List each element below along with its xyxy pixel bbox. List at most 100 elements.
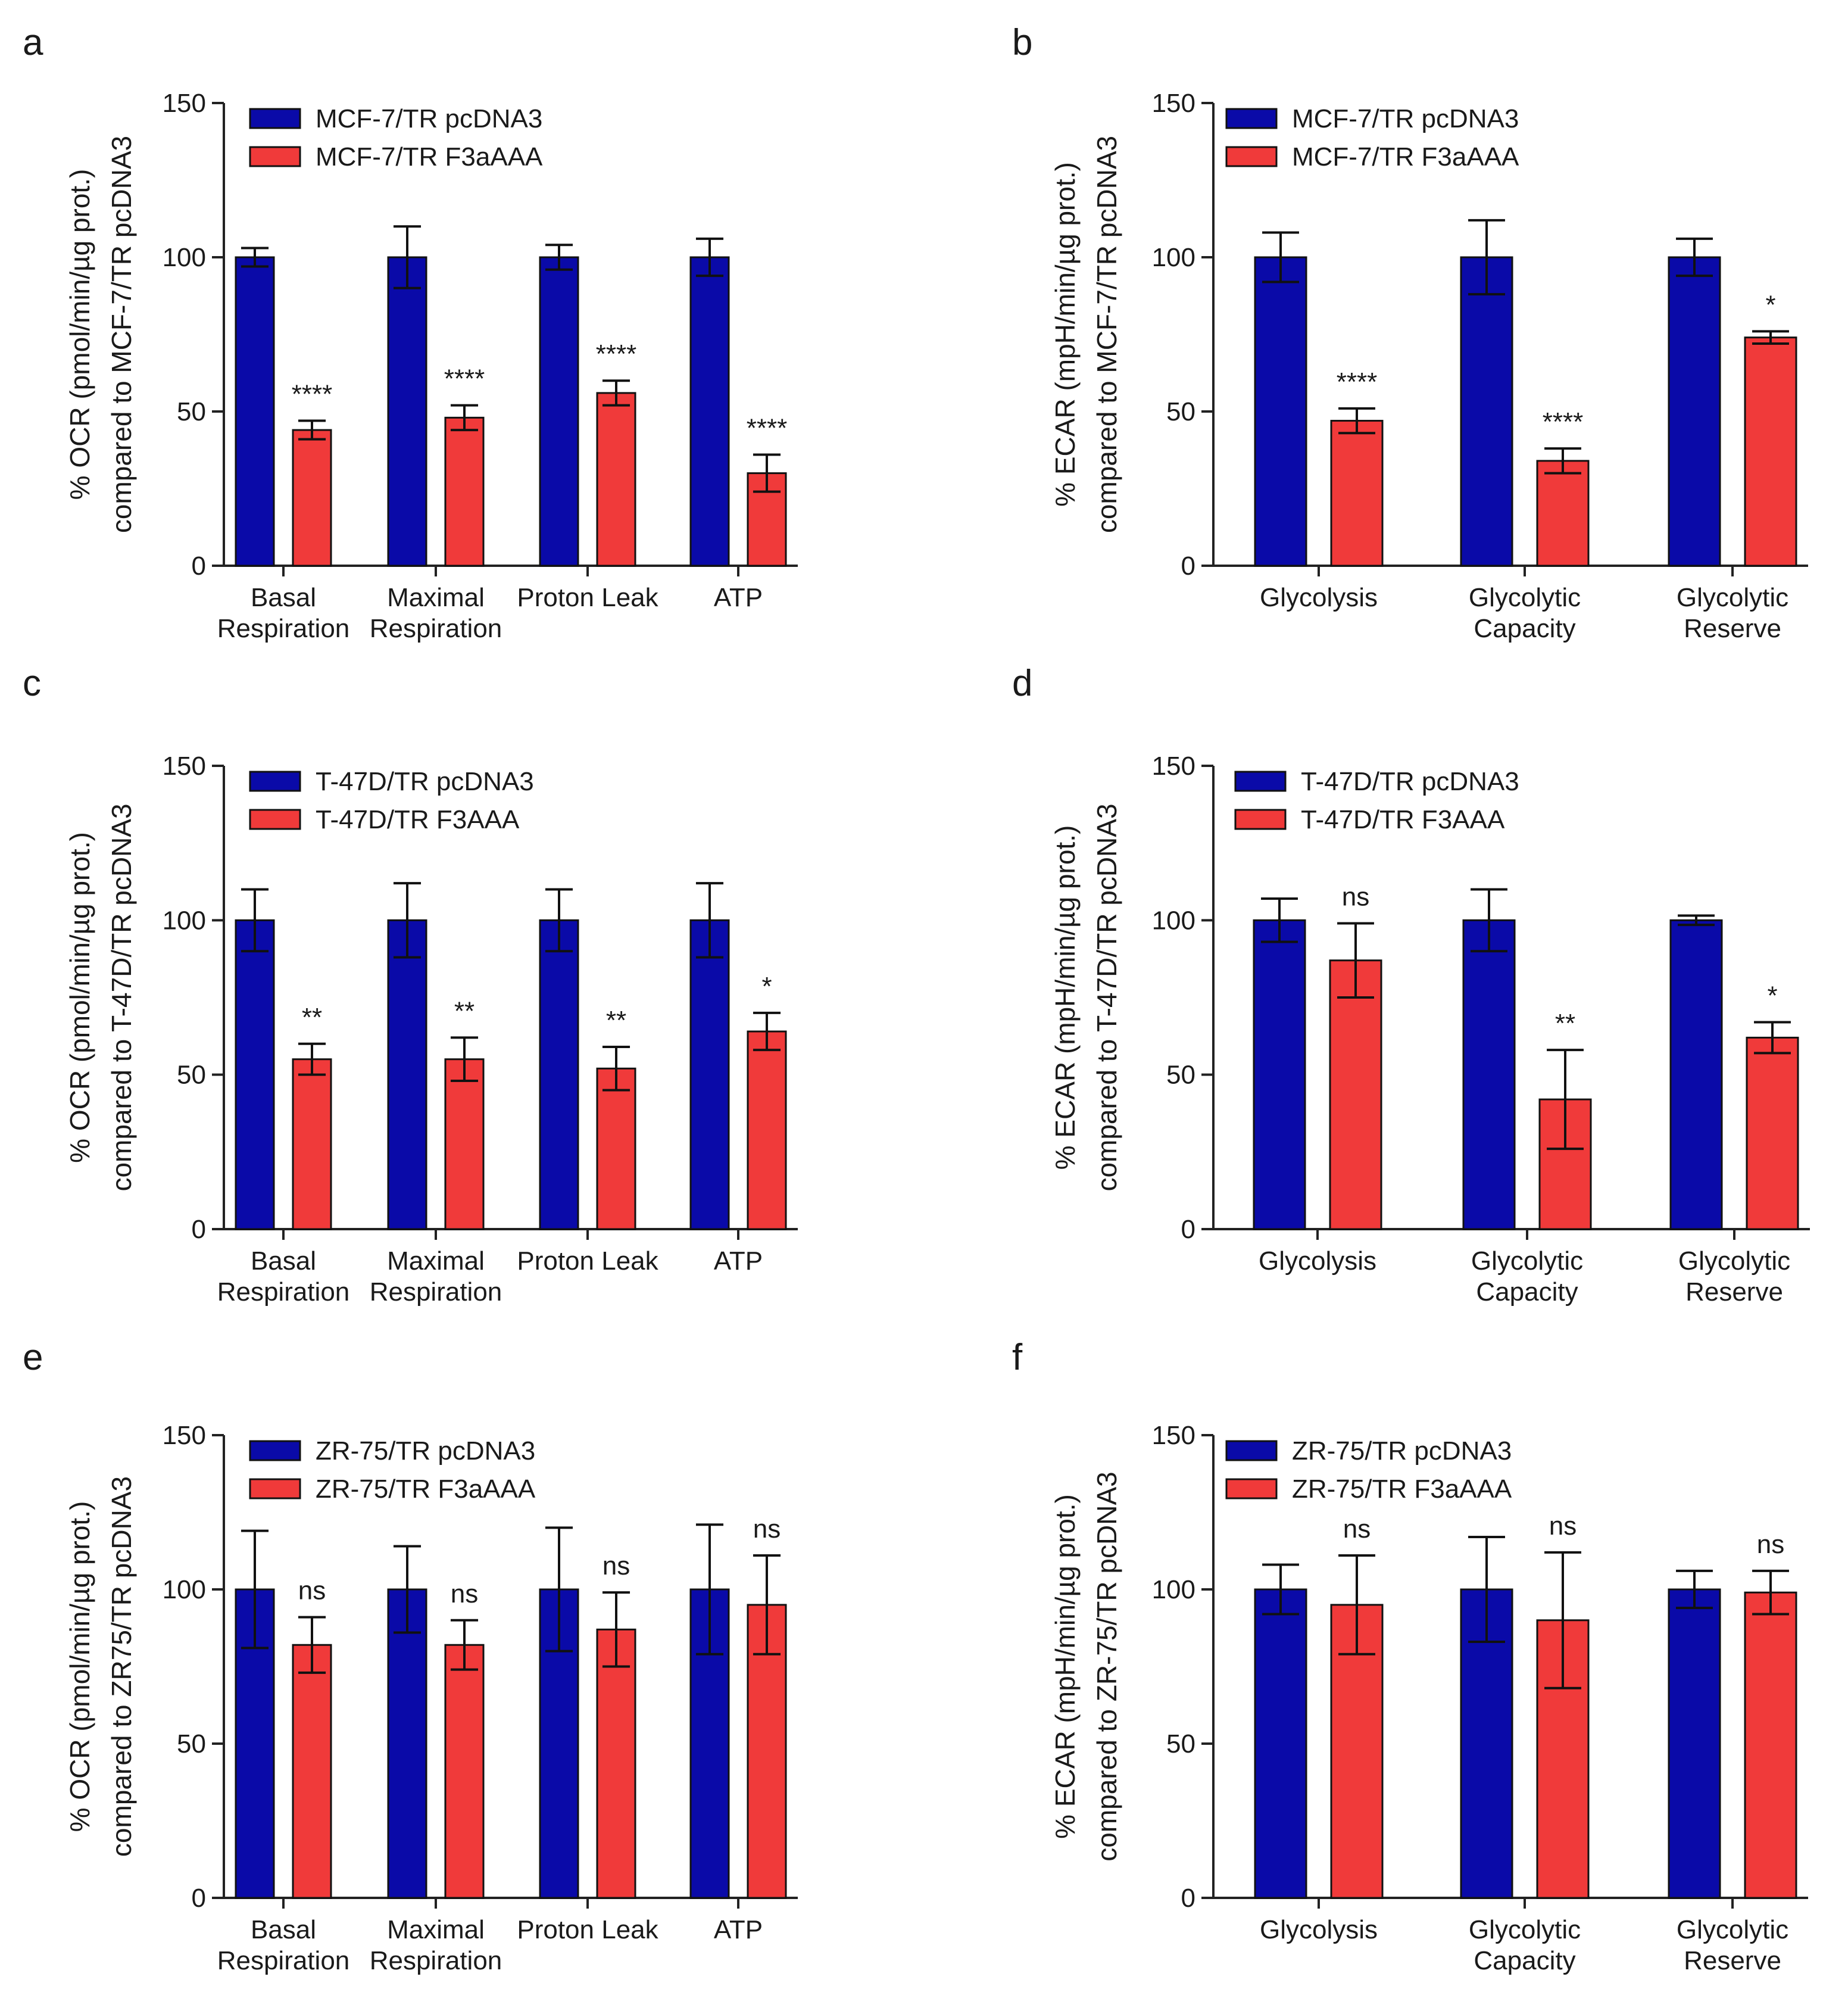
category-label: Maximal xyxy=(387,1915,485,1944)
legend-swatch-blue xyxy=(249,771,301,792)
bar-blue xyxy=(539,256,579,567)
category-label: Proton Leak xyxy=(517,583,658,612)
significance-label: ns xyxy=(451,1579,478,1608)
y-tick-label: 100 xyxy=(1152,906,1195,935)
significance-label: ** xyxy=(454,996,475,1025)
y-axis-title: % OCR (pmol/min/µg prot.) xyxy=(64,832,95,1163)
significance-label: ** xyxy=(302,1003,322,1032)
y-axis-title: compared to ZR75/TR pcDNA3 xyxy=(106,1476,137,1857)
y-tick-label: 150 xyxy=(163,752,206,781)
legend-swatch-red xyxy=(1234,809,1287,830)
category-label: Basal xyxy=(251,583,316,612)
legend-swatch-blue xyxy=(1234,771,1287,792)
significance-label: ** xyxy=(606,1006,626,1035)
bar-blue xyxy=(1254,256,1307,567)
significance-label: **** xyxy=(292,380,333,409)
category-label: Glycolytic xyxy=(1677,1915,1788,1944)
bar-red xyxy=(292,1058,332,1230)
category-label: Reserve xyxy=(1684,614,1781,643)
category-label: Respiration xyxy=(370,614,502,643)
chart-panel-f: f % ECAR (mpH/min/µg prot.) compared to ZR… xyxy=(1012,1337,1808,1975)
panel-letter: c xyxy=(23,663,41,704)
y-tick-label: 0 xyxy=(1181,1884,1195,1913)
y-axis-title: compared to ZR-75/TR pcDNA3 xyxy=(1091,1471,1122,1861)
y-tick-label: 150 xyxy=(163,1421,206,1450)
legend-label: T-47D/TR F3AAA xyxy=(1301,805,1505,834)
legend-label: ZR-75/TR F3aAAA xyxy=(316,1474,536,1504)
legend-swatch-red xyxy=(249,146,301,167)
bar-red xyxy=(596,1067,636,1230)
y-axis-title: % ECAR (mpH/min/µg prot.) xyxy=(1050,1494,1081,1839)
category-label: ATP xyxy=(714,1915,763,1944)
y-tick-label: 50 xyxy=(1166,1061,1195,1090)
panel-letter: a xyxy=(23,22,43,63)
significance-label: * xyxy=(1767,981,1777,1010)
y-axis-title: % ECAR (mpH/min/µg prot.) xyxy=(1050,825,1081,1170)
bar-blue xyxy=(1254,1588,1307,1899)
category-label: Basal xyxy=(251,1246,316,1276)
legend-label: MCF-7/TR F3aAAA xyxy=(316,142,543,172)
y-tick-label: 50 xyxy=(1166,397,1195,426)
y-tick-label: 100 xyxy=(163,906,206,935)
category-label: Glycolysis xyxy=(1259,1246,1376,1276)
y-tick-label: 150 xyxy=(1152,752,1195,781)
y-tick-label: 0 xyxy=(1181,551,1195,581)
legend-label: T-47D/TR pcDNA3 xyxy=(1301,767,1519,796)
category-label: Glycolysis xyxy=(1260,1915,1378,1944)
significance-label: **** xyxy=(444,364,485,394)
chart-panel-b: b % ECAR (mpH/min/µg prot.) compared to MC… xyxy=(1012,22,1808,643)
legend-label: MCF-7/TR pcDNA3 xyxy=(316,104,542,133)
y-tick-label: 0 xyxy=(192,1884,206,1913)
bar-red xyxy=(1329,959,1382,1230)
bar-blue xyxy=(689,256,730,567)
category-label: Proton Leak xyxy=(517,1915,658,1944)
bar-blue xyxy=(387,256,427,567)
category-label: Respiration xyxy=(217,1946,350,1975)
bar-red xyxy=(1744,336,1797,567)
significance-label: ** xyxy=(1555,1009,1575,1038)
bar-blue xyxy=(235,256,275,567)
y-axis-title: compared to MCF-7/TR pcDNA3 xyxy=(106,136,137,533)
category-label: Reserve xyxy=(1684,1946,1781,1975)
significance-label: **** xyxy=(1543,407,1584,437)
y-axis-title: % OCR (pmol/min/µg prot.) xyxy=(64,1501,95,1832)
category-label: Respiration xyxy=(217,1277,350,1307)
bar-blue xyxy=(1668,256,1721,567)
significance-label: ns xyxy=(603,1551,630,1580)
category-label: Respiration xyxy=(370,1946,502,1975)
y-tick-label: 100 xyxy=(1152,1575,1195,1604)
bar-red xyxy=(1746,1036,1799,1230)
category-label: Glycolytic xyxy=(1471,1246,1583,1276)
bar-blue xyxy=(1462,919,1516,1230)
category-label: Reserve xyxy=(1685,1277,1783,1307)
category-label: Basal xyxy=(251,1915,316,1944)
y-axis-title: % ECAR (mpH/min/µg prot.) xyxy=(1050,162,1081,507)
bar-red xyxy=(292,429,332,567)
bar-blue xyxy=(1669,919,1723,1230)
significance-label: ns xyxy=(753,1514,781,1544)
legend-swatch-blue xyxy=(1225,108,1278,129)
category-label: Glycolytic xyxy=(1678,1246,1790,1276)
legend-label: ZR-75/TR F3aAAA xyxy=(1292,1474,1512,1504)
y-tick-label: 50 xyxy=(177,397,206,426)
panel-letter: f xyxy=(1012,1337,1023,1378)
legend-label: T-47D/TR pcDNA3 xyxy=(316,767,534,796)
category-label: Capacity xyxy=(1476,1277,1578,1307)
category-label: Proton Leak xyxy=(517,1246,658,1276)
category-label: ATP xyxy=(714,583,763,612)
panel-letter: b xyxy=(1012,22,1032,63)
bar-blue xyxy=(539,919,579,1230)
legend-swatch-red xyxy=(249,809,301,830)
y-axis-title: compared to MCF-7/TR pcDNA3 xyxy=(1091,136,1122,533)
bar-red xyxy=(292,1644,332,1899)
bar-red xyxy=(1330,420,1384,567)
y-tick-label: 0 xyxy=(1181,1215,1195,1244)
chart-panel-e: e % OCR (pmol/min/µg prot.) compared to ZR… xyxy=(23,1337,798,1975)
significance-label: ns xyxy=(1343,1514,1371,1544)
bar-red xyxy=(1744,1591,1797,1899)
bar-blue xyxy=(1668,1588,1721,1899)
category-label: Glycolysis xyxy=(1260,583,1378,612)
significance-label: **** xyxy=(596,339,637,369)
legend-swatch-red xyxy=(1225,1478,1278,1499)
